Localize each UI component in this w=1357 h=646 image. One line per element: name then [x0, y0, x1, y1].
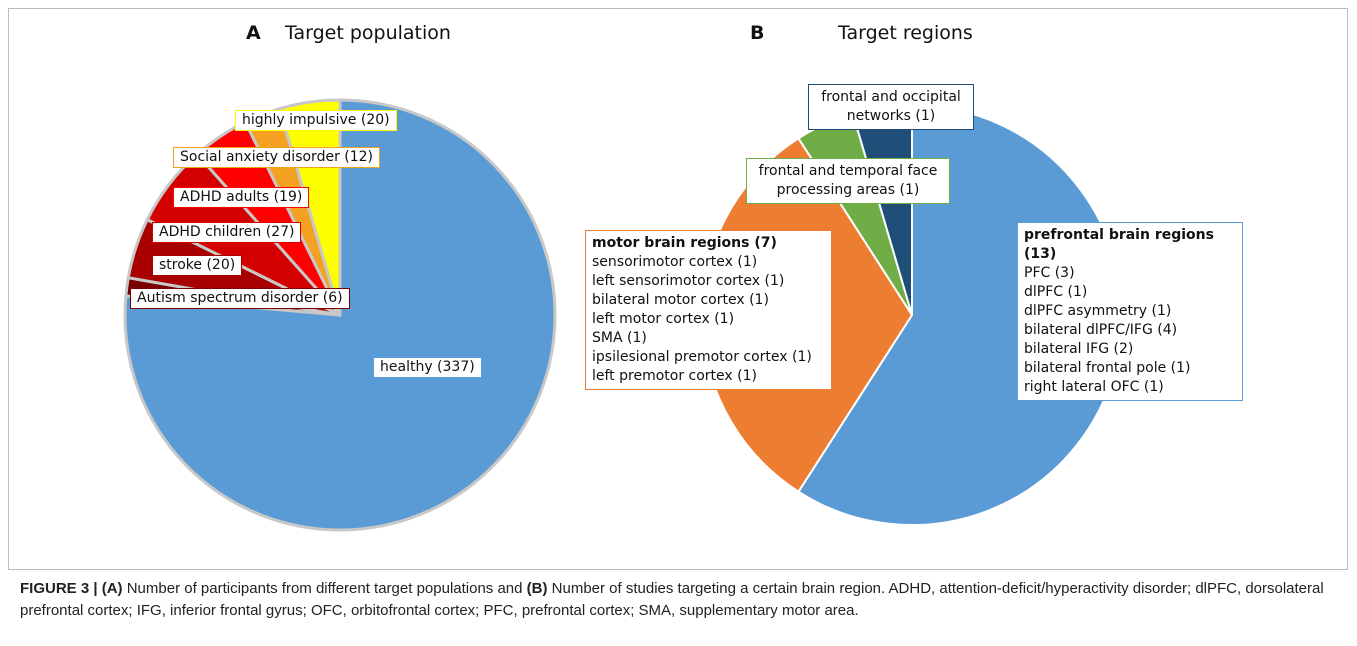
slice-detail: sensorimotor cortex (1) [592, 254, 758, 270]
slice-label: frontal and occipital networks (1) [808, 84, 974, 130]
chart-letter: B [750, 22, 765, 44]
slice-label: Social anxiety disorder (12) [173, 147, 381, 168]
caption-segment: FIGURE 3 | [20, 580, 102, 597]
slice-label-text: prefrontal brain regions (13) [1024, 227, 1214, 262]
slice-label-text: stroke (20) [159, 257, 236, 273]
caption-segment: (A) [101, 580, 123, 597]
chart-title: Target population [285, 22, 451, 44]
caption: FIGURE 3 | (A) Number of participants fr… [20, 578, 1340, 622]
slice-detail: ipsilesional premotor cortex (1) [592, 349, 812, 365]
slice-detail: dlPFC (1) [1024, 284, 1088, 300]
slice-detail: left premotor cortex (1) [592, 368, 757, 384]
slice-detail: bilateral motor cortex (1) [592, 292, 769, 308]
figure-frame [8, 8, 1348, 570]
slice-detail: right lateral OFC (1) [1024, 379, 1164, 395]
slice-detail: dlPFC asymmetry (1) [1024, 303, 1172, 319]
caption-segment: (B) [526, 580, 548, 597]
caption-segment: Number of studies targeting a certain br… [20, 580, 1324, 619]
slice-label: prefrontal brain regions (13) PFC (3) dlPF… [1017, 222, 1243, 401]
slice-label-text: frontal and occipital networks (1) [821, 89, 961, 124]
slice-label-text: Autism spectrum disorder (6) [137, 290, 343, 306]
slice-label: ADHD children (27) [152, 222, 302, 243]
slice-detail: bilateral IFG (2) [1024, 341, 1134, 357]
slice-label-text: highly impulsive (20) [242, 112, 390, 128]
slice-label-text: healthy (337) [380, 359, 475, 375]
slice-label-text: ADHD adults (19) [180, 189, 303, 205]
slice-label: highly impulsive (20) [235, 110, 397, 131]
slice-label: healthy (337) [373, 357, 482, 378]
slice-detail: bilateral dlPFC/IFG (4) [1024, 322, 1178, 338]
slice-detail: left motor cortex (1) [592, 311, 735, 327]
slice-label-text: ADHD children (27) [159, 224, 295, 240]
slice-label-text: motor brain regions (7) [592, 235, 777, 251]
slice-detail: PFC (3) [1024, 265, 1075, 281]
slice-detail: SMA (1) [592, 330, 647, 346]
slice-label: Autism spectrum disorder (6) [130, 288, 350, 309]
slice-label: frontal and temporal face processing are… [746, 158, 950, 204]
slice-label: ADHD adults (19) [173, 187, 310, 208]
slice-label-text: Social anxiety disorder (12) [180, 149, 374, 165]
chart-letter: A [246, 22, 261, 44]
chart-title: Target regions [838, 22, 973, 44]
caption-segment: Number of participants from different ta… [122, 580, 527, 597]
slice-detail: bilateral frontal pole (1) [1024, 360, 1191, 376]
slice-label: motor brain regions (7) sensorimotor cort… [585, 230, 832, 390]
slice-label: stroke (20) [152, 255, 243, 276]
slice-label-text: frontal and temporal face processing are… [758, 163, 938, 198]
slice-detail: left sensorimotor cortex (1) [592, 273, 785, 289]
